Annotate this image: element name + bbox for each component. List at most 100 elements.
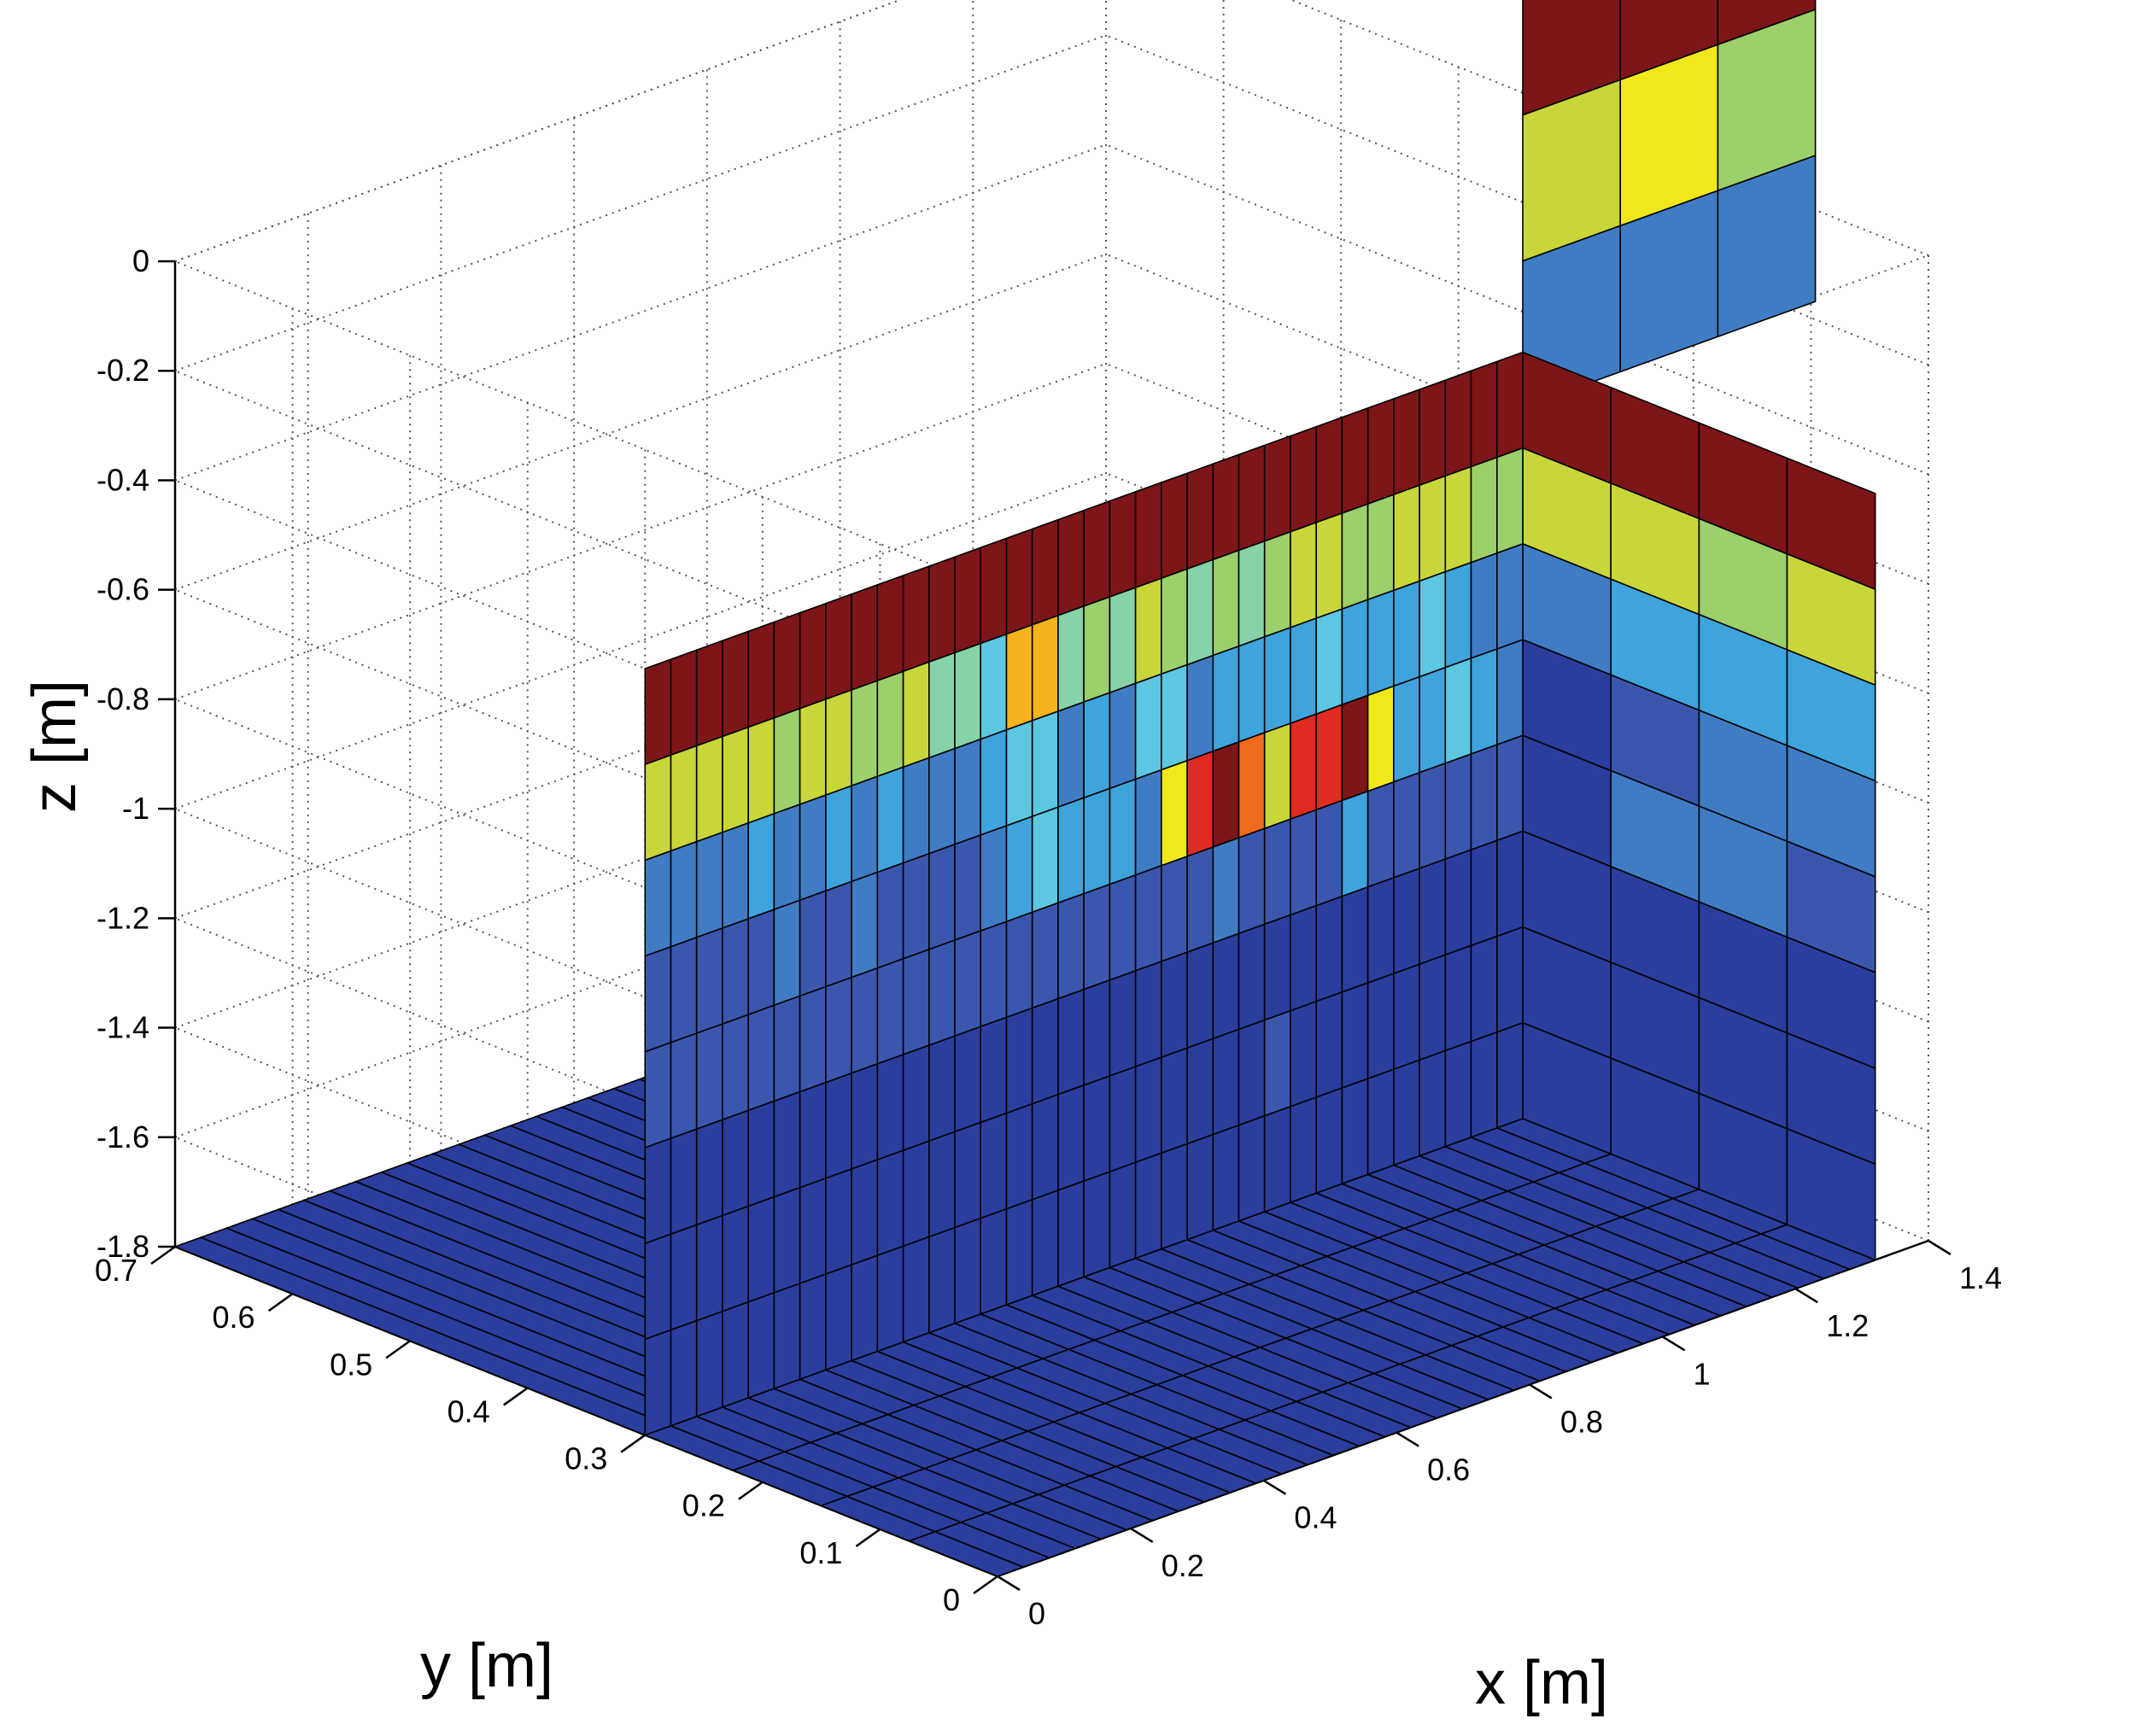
heatmap-cell-front xyxy=(1263,818,1291,926)
heatmap-cell-front xyxy=(902,949,930,1055)
heatmap-cell-front xyxy=(1238,444,1266,552)
heatmap-cell-front xyxy=(1083,883,1111,991)
heatmap-cell-front xyxy=(1496,734,1524,842)
heatmap-cell-front xyxy=(980,1016,1008,1124)
heatmap-cell-front xyxy=(928,1131,956,1238)
heatmap-cell-front xyxy=(1057,988,1085,1096)
grid-line xyxy=(174,253,1107,591)
y-tick-label: 0.6 xyxy=(213,1300,255,1335)
heatmap-cell-front xyxy=(670,1128,698,1236)
heatmap-cell-front xyxy=(1496,926,1524,1033)
heatmap-cell-front xyxy=(825,1073,852,1179)
heatmap-cell-front xyxy=(1263,1009,1291,1117)
grid-line xyxy=(1105,143,1929,476)
heatmap-cell-front xyxy=(670,1319,698,1427)
y-tick-mark xyxy=(150,1245,176,1265)
heatmap-cell-front xyxy=(980,1112,1008,1219)
x-tick-mark xyxy=(1928,1239,1952,1256)
heatmap-cell-front xyxy=(747,1100,775,1207)
heatmap-cell-front xyxy=(1341,599,1369,706)
heatmap-cell-front xyxy=(1161,1047,1188,1154)
heatmap-cell-front xyxy=(980,728,1008,836)
heatmap-cell-front xyxy=(1134,1152,1162,1260)
z-tick-label: -1.8 xyxy=(97,1229,149,1264)
y-tick-label: 0 xyxy=(943,1582,960,1617)
heatmap-cell-front xyxy=(954,738,981,845)
grid-line xyxy=(174,260,998,592)
grid-line xyxy=(174,582,1107,920)
heatmap-cell-front xyxy=(1393,580,1420,687)
heatmap-cell-front xyxy=(670,745,698,852)
heatmap-cell-front xyxy=(954,1121,981,1229)
heatmap-cell-front xyxy=(1161,856,1188,962)
heatmap-cell-front xyxy=(876,670,904,778)
heatmap-cell-front xyxy=(1444,658,1472,764)
grid-line xyxy=(174,1026,998,1359)
heatmap-cell-front xyxy=(980,921,1008,1028)
z-tick-label: -0.4 xyxy=(97,462,149,497)
heatmap-cell-front xyxy=(722,821,750,929)
heatmap-cell-front xyxy=(1341,407,1369,514)
y-tick-mark xyxy=(738,1481,764,1500)
heatmap-cell-front xyxy=(1186,750,1214,857)
heatmap-cell-front xyxy=(722,726,750,833)
heatmap-cell-front xyxy=(1315,895,1343,1002)
heatmap-cell-front xyxy=(902,852,930,960)
heatmap-cell-front xyxy=(1186,942,1214,1049)
heatmap-cell-front xyxy=(1109,778,1137,886)
heatmap-cell-front xyxy=(1161,568,1188,675)
heatmap-cell-front xyxy=(1366,494,1395,601)
heatmap-cell-front xyxy=(1290,809,1317,916)
heatmap-cell-front xyxy=(695,1119,723,1226)
y-tick-mark xyxy=(973,1575,998,1595)
heatmap-cell-front xyxy=(1444,849,1472,956)
x-tick-label: 0.8 xyxy=(1560,1404,1603,1439)
heatmap-cell-front xyxy=(1238,1019,1266,1126)
heatmap-cell-front xyxy=(747,1195,775,1303)
heatmap-cell-front xyxy=(1238,635,1266,743)
grid-line xyxy=(174,370,998,702)
heatmap-cell-front xyxy=(670,840,698,948)
heatmap-cell-front xyxy=(851,775,879,883)
heatmap-cell-front xyxy=(1393,675,1420,783)
z-axis-title: z [m] xyxy=(20,680,89,813)
heatmap-cell-front xyxy=(876,862,904,969)
heatmap-cell-front xyxy=(644,1137,672,1244)
heatmap-cell-front xyxy=(1393,389,1420,496)
heatmap-cell-front xyxy=(1496,639,1524,745)
heatmap-cell-front xyxy=(928,556,956,663)
heatmap-cell-front xyxy=(1470,648,1498,755)
heatmap-cell-front xyxy=(644,1233,672,1341)
heatmap-cell-front xyxy=(980,537,1008,645)
heatmap-cell-front xyxy=(1366,685,1395,792)
heatmap-cell-front xyxy=(902,1044,930,1151)
heatmap-cell-front xyxy=(1057,892,1085,1000)
heatmap-cell-front xyxy=(747,1004,775,1112)
heatmap-cell-front xyxy=(1057,701,1085,809)
heatmap-cell-front xyxy=(773,1090,801,1198)
heatmap-cell-front xyxy=(1470,360,1498,468)
heatmap-cell-front xyxy=(1496,447,1524,554)
y-tick-label: 0.2 xyxy=(682,1488,725,1523)
heatmap-cell-front xyxy=(1031,518,1059,626)
heatmap-cell-front xyxy=(1315,799,1343,907)
heatmap-cell-side xyxy=(1786,1128,1876,1261)
heatmap-cell-front xyxy=(1341,790,1369,897)
heatmap-cell-front xyxy=(747,909,775,1015)
heatmap-cell-front xyxy=(851,1159,879,1265)
heatmap-cell-front xyxy=(1161,759,1188,867)
heatmap-cell-front xyxy=(1315,1087,1343,1194)
x-axis-title: x [m] xyxy=(1475,1649,1608,1717)
heatmap-cell-front xyxy=(1031,806,1059,914)
heatmap-cell-front xyxy=(722,1301,750,1408)
z-tick-label: -1 xyxy=(122,791,149,826)
y-tick-mark xyxy=(620,1434,647,1453)
grid-line xyxy=(174,1136,998,1468)
heatmap-cell-front xyxy=(1212,741,1240,848)
z-tick-label: -1.2 xyxy=(97,900,149,935)
heatmap-cell-front xyxy=(773,804,801,910)
heatmap-cell-front xyxy=(1186,558,1214,666)
heatmap-cell-front xyxy=(1393,484,1420,592)
heatmap-cell-front xyxy=(670,1032,698,1139)
heatmap-cell-front xyxy=(695,640,723,747)
